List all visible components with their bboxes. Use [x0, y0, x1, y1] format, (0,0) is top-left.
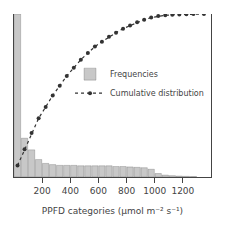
- svg-text:1200: 1200: [171, 186, 194, 196]
- svg-text:400: 400: [62, 186, 79, 196]
- svg-text:PPFD categories (μmol m⁻² s⁻¹): PPFD categories (μmol m⁻² s⁻¹): [42, 206, 183, 216]
- svg-text:1000: 1000: [143, 186, 166, 196]
- svg-text:200: 200: [34, 186, 51, 196]
- svg-text:Frequencies: Frequencies: [110, 70, 158, 79]
- svg-text:600: 600: [90, 186, 107, 196]
- svg-text:800: 800: [118, 186, 135, 196]
- svg-text:Cumulative distribution: Cumulative distribution: [110, 89, 204, 98]
